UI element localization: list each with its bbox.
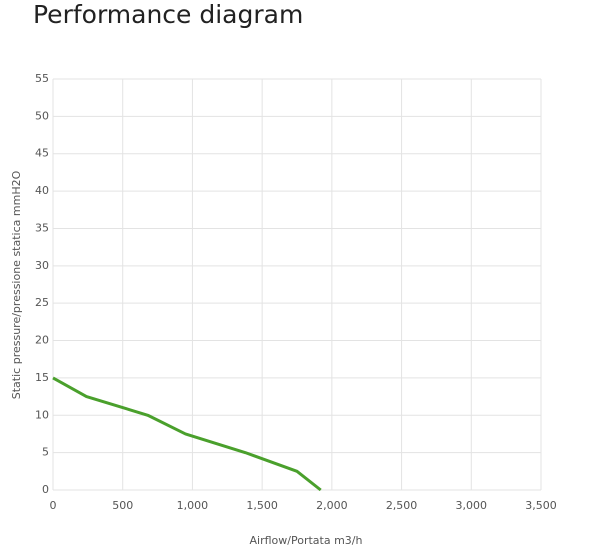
x-tick-label: 2,500 (386, 499, 418, 512)
x-tick-label: 1,000 (177, 499, 209, 512)
x-tick-label: 500 (112, 499, 133, 512)
y-tick-label: 25 (35, 296, 49, 309)
y-tick-label: 55 (35, 72, 49, 85)
x-tick-label: 3,500 (525, 499, 557, 512)
chart-title: Performance diagram (33, 0, 303, 29)
y-tick-label: 50 (35, 109, 49, 122)
x-tick-label: 3,000 (456, 499, 488, 512)
y-tick-label: 15 (35, 371, 49, 384)
y-tick-label: 45 (35, 147, 49, 160)
x-tick-label: 0 (50, 499, 57, 512)
y-tick-label: 20 (35, 334, 49, 347)
y-tick-label: 35 (35, 221, 49, 234)
y-tick-label: 10 (35, 408, 49, 421)
y-tick-label: 0 (42, 483, 49, 496)
y-tick-label: 30 (35, 259, 49, 272)
y-axis-label: Static pressure/pressione statica mmH2O (10, 170, 23, 399)
y-tick-label: 40 (35, 184, 49, 197)
x-axis-label: Airflow/Portata m3/h (250, 534, 363, 547)
y-tick-label: 5 (42, 446, 49, 459)
x-tick-label: 2,000 (316, 499, 348, 512)
data-line (52, 376, 322, 492)
x-tick-label: 1,500 (246, 499, 278, 512)
